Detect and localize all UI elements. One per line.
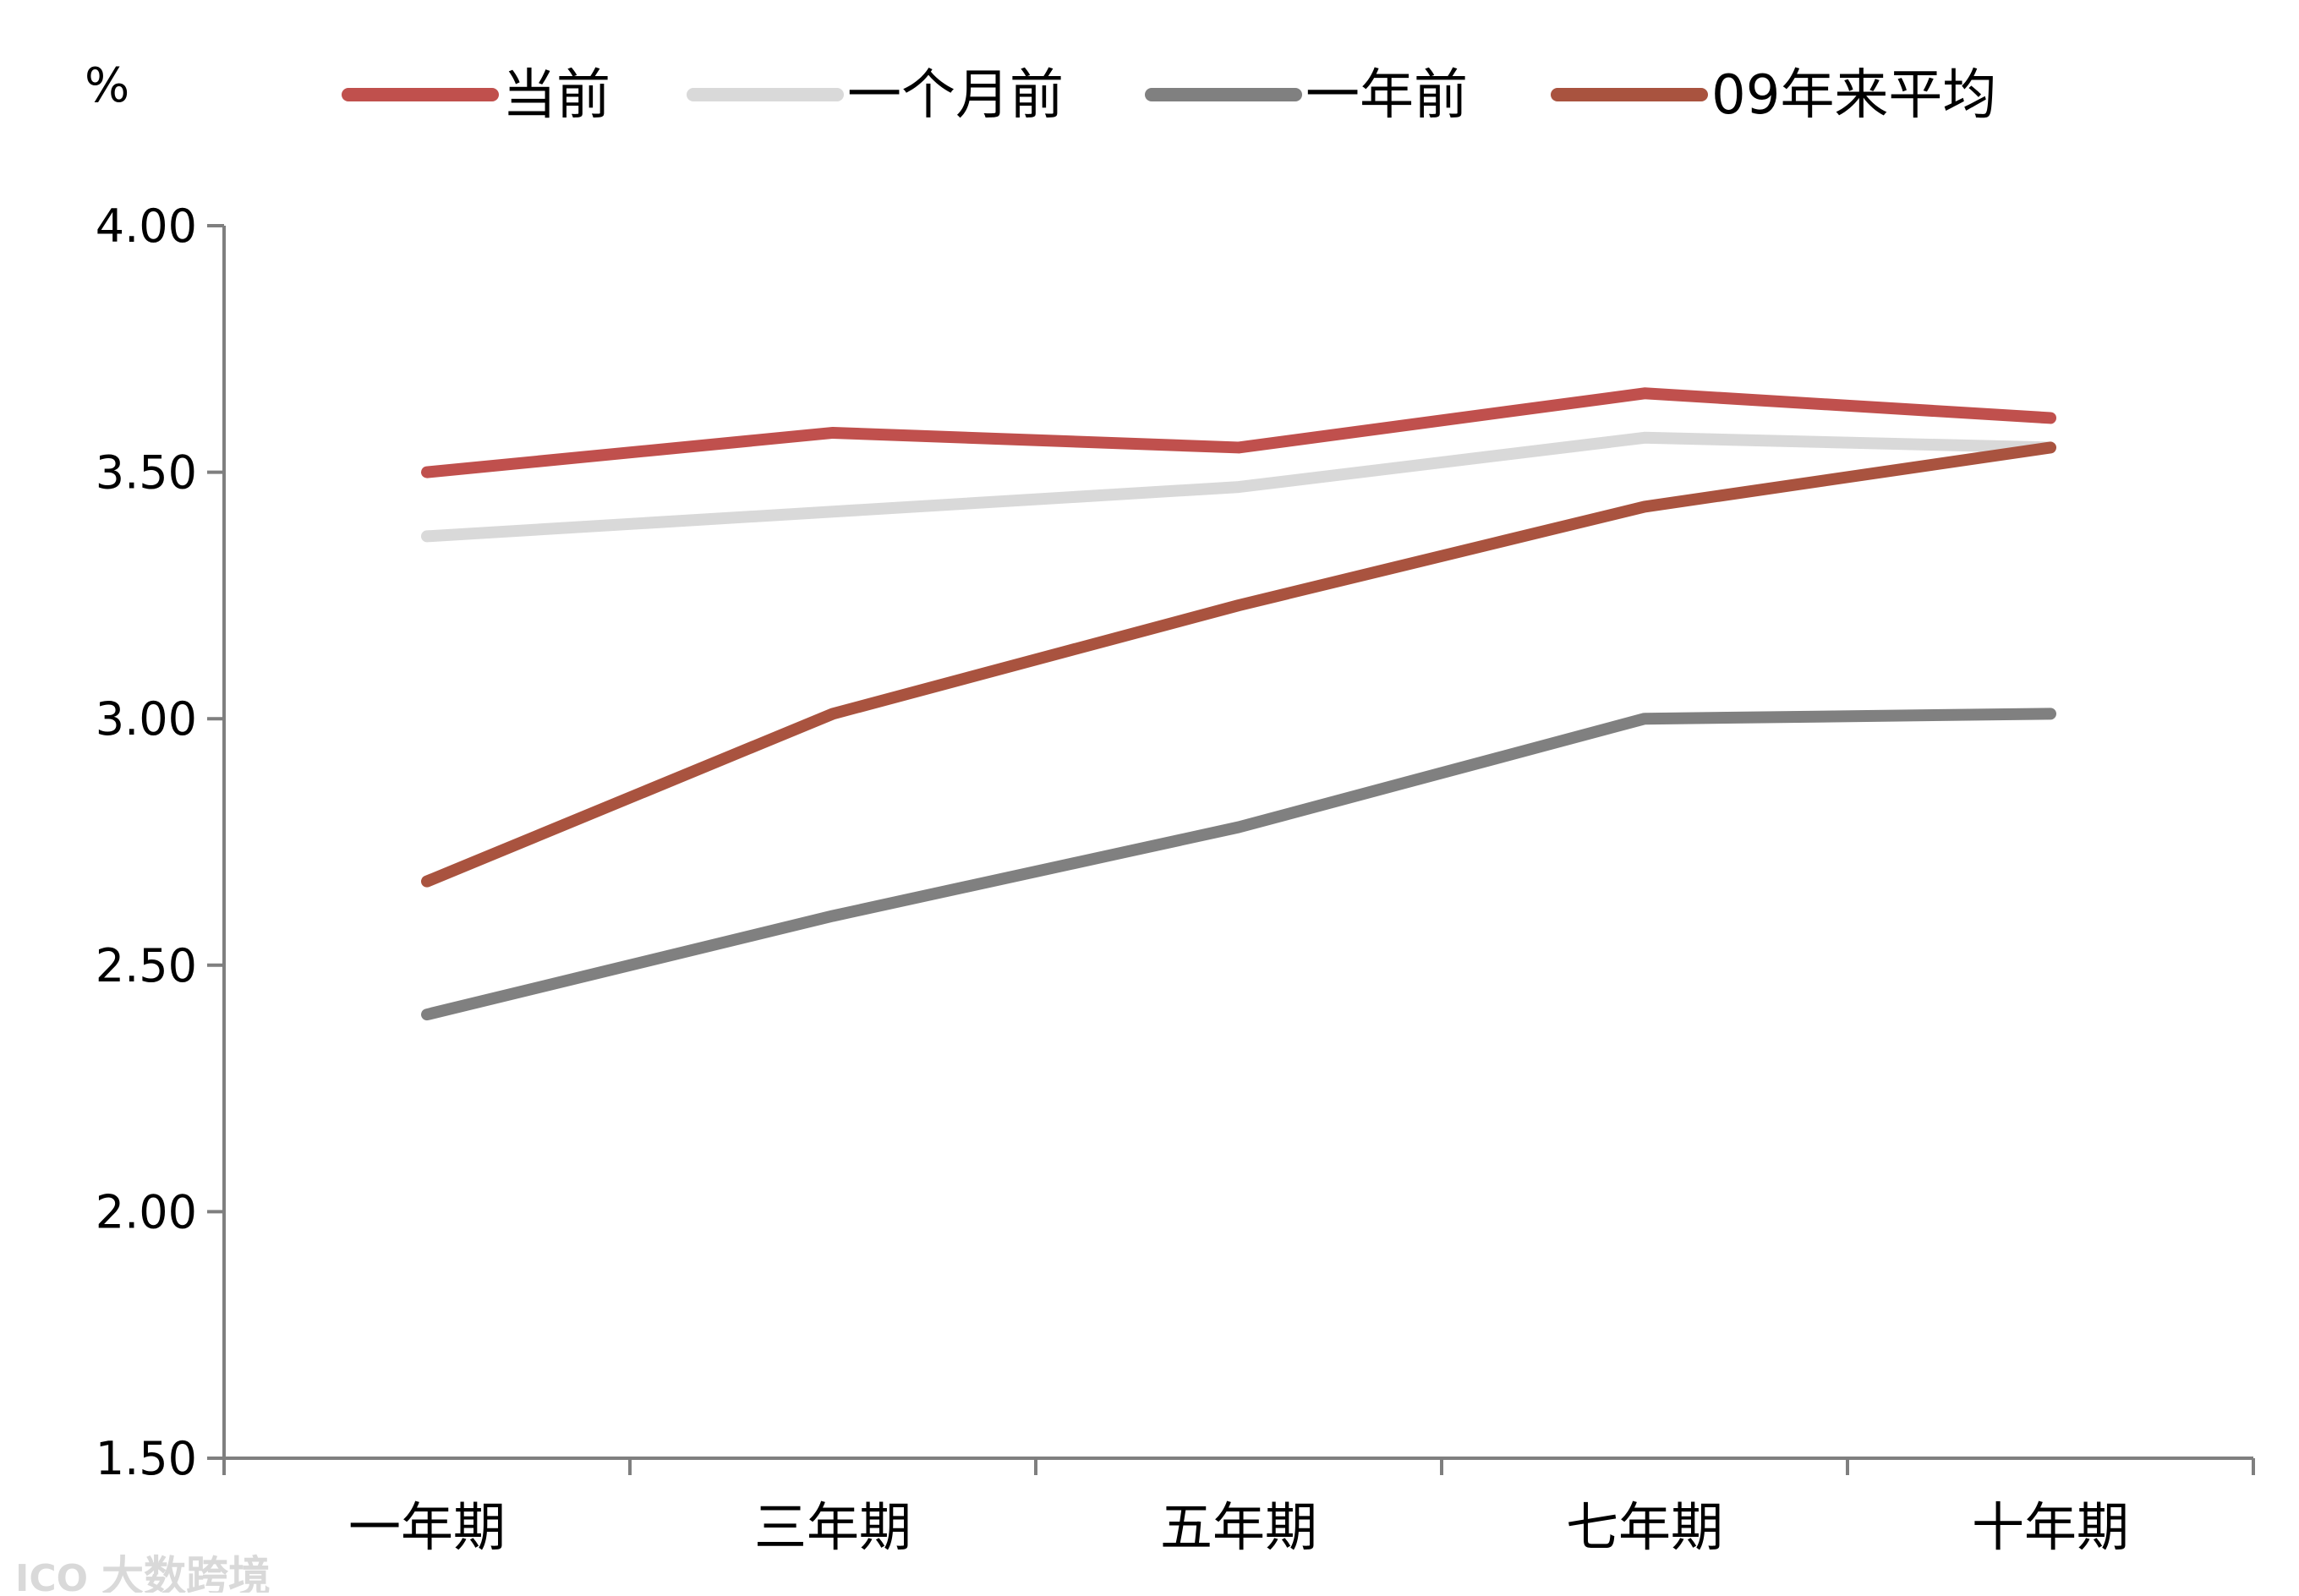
y-tick-label: 2.50 xyxy=(96,939,197,992)
y-tick-label: 2.00 xyxy=(96,1185,197,1238)
legend: 当前 一个月前 一年前 09年来平均 xyxy=(342,64,1996,127)
x-tick-label: 七年期 xyxy=(1566,1496,1723,1558)
x-tick-label: 一年期 xyxy=(348,1496,506,1558)
legend-label-3: 09年来平均 xyxy=(1711,64,1996,127)
watermark-logo: ICO xyxy=(15,1557,88,1593)
y-tick-label: 1.50 xyxy=(96,1432,197,1485)
series-line-3 xyxy=(421,441,2056,888)
legend-label-2: 一年前 xyxy=(1306,64,1468,127)
watermark: ICO 大数跨境 xyxy=(15,1552,271,1596)
y-tick-label: 4.00 xyxy=(96,200,197,253)
legend-label-0: 当前 xyxy=(502,64,610,127)
watermark-text: 大数跨境 xyxy=(101,1552,271,1593)
x-tick-label: 五年期 xyxy=(1160,1496,1317,1558)
x-tick-label: 十年期 xyxy=(1972,1496,2129,1558)
series-line-2 xyxy=(421,708,2056,1021)
axes-layer: 4.00 3.50 3.00 2.50 2.00 1.50 一年期 三年期 五年期 七年期 十年期 xyxy=(96,200,2255,1558)
y-tick-label: 3.00 xyxy=(96,692,197,746)
series-line-0 xyxy=(421,387,2056,478)
y-tick-label: 3.50 xyxy=(96,446,197,500)
series-layer xyxy=(421,387,2056,1021)
series-line-1 xyxy=(421,431,2056,543)
legend-label-1: 一个月前 xyxy=(847,64,1064,127)
unit-label: % xyxy=(85,58,129,113)
x-tick-label: 三年期 xyxy=(754,1496,911,1558)
